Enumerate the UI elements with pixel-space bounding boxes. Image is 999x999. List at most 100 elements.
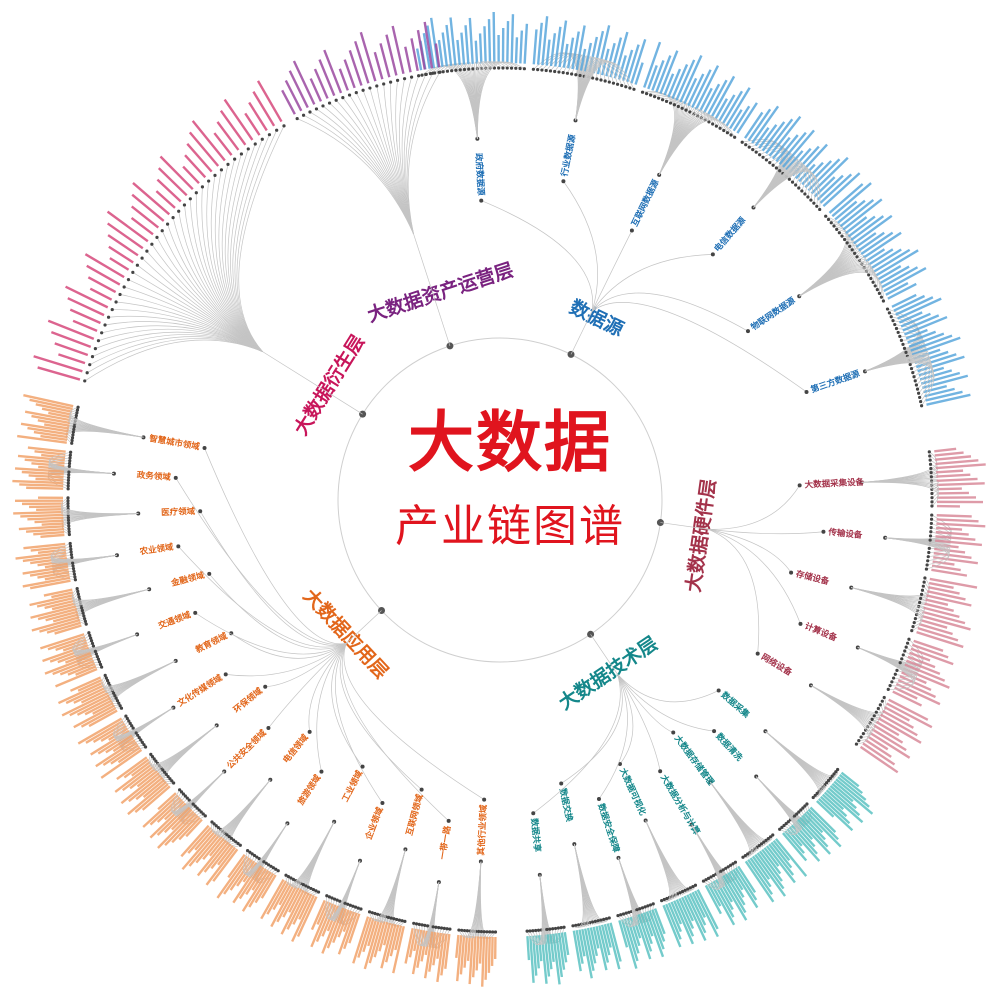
branch-label: 数据共享 — [528, 818, 543, 853]
leaf-label-mark — [17, 454, 65, 462]
leaf-node — [226, 162, 230, 166]
leaf-node — [919, 592, 924, 596]
leaf-link — [810, 685, 869, 745]
leaf-node — [68, 541, 72, 546]
leaf-label-mark — [729, 870, 744, 891]
leaf-label-mark — [902, 667, 950, 689]
branch-label: 教育领域 — [193, 630, 230, 656]
leaf-label-mark — [58, 353, 86, 365]
leaf-label-mark — [77, 678, 103, 692]
leaf-label-mark — [227, 853, 246, 879]
leaf-node — [457, 928, 461, 932]
inner-ring — [337, 337, 663, 663]
leaf-node — [861, 732, 865, 736]
leaf-label-mark — [73, 686, 106, 704]
branch-0-1: 行业数据源 — [531, 16, 647, 312]
leaf-label-mark — [478, 936, 483, 964]
leaf-label-mark — [687, 73, 705, 107]
leaf-node — [67, 473, 71, 477]
leaf-label-mark — [30, 605, 77, 619]
leaf-link — [108, 660, 176, 700]
layer-3: 大数据应用层其他行业领域一带一路互联网领域企业领域工业领域旅游领域电信领域公共安… — [12, 394, 498, 987]
leaf-label-mark — [108, 245, 134, 264]
leaf-node — [66, 481, 70, 485]
leaf-node — [142, 743, 146, 747]
leaf-label-mark — [380, 923, 394, 969]
leaf-node — [181, 792, 186, 796]
leaf-label-mark — [205, 846, 236, 886]
leaf-node — [68, 544, 73, 548]
leaf-label-mark — [348, 913, 361, 944]
leaf-node — [100, 331, 104, 335]
leaf-label-mark — [834, 200, 858, 221]
leaf-node — [836, 767, 840, 772]
leaf-node — [604, 917, 609, 921]
leaf-node — [122, 285, 126, 289]
leaf-link — [61, 500, 139, 515]
leaf-link — [861, 481, 939, 498]
leaf-node — [96, 657, 101, 661]
layer-link — [346, 610, 382, 644]
leaf-node — [531, 67, 535, 71]
leaf-label-mark — [22, 554, 67, 563]
leaf-node — [840, 234, 844, 238]
leaf-label-mark — [416, 930, 426, 968]
leaf-label-mark — [532, 29, 538, 65]
leaf-label-mark — [871, 728, 907, 752]
branch-2-7: 数据共享 — [525, 673, 621, 985]
leaf-label-mark — [21, 470, 64, 476]
branch-label: 电信数据源 — [712, 215, 748, 255]
leaf-label-mark — [141, 785, 171, 811]
leaf-node — [787, 177, 791, 181]
leaf-label-mark — [885, 282, 909, 296]
leaf-node — [113, 694, 117, 698]
leaf-link — [288, 821, 335, 886]
branch-link — [561, 673, 623, 784]
leaf-label-mark — [936, 514, 972, 518]
leaf-label-mark — [188, 832, 219, 867]
leaf-node — [246, 147, 250, 151]
leaf-node — [100, 665, 104, 669]
leaf-node — [881, 299, 886, 303]
leaf-link — [211, 779, 271, 833]
leaf-label-mark — [26, 486, 64, 490]
leaf-link — [110, 660, 176, 704]
branch-node — [745, 329, 750, 334]
leaf-node — [824, 214, 828, 218]
leaf-node — [75, 411, 79, 415]
leaf-label-mark — [785, 150, 804, 171]
leaf-label-mark — [683, 77, 698, 105]
leaf-node — [402, 77, 407, 81]
leaf-link — [307, 821, 335, 896]
leaf-label-mark — [354, 40, 370, 84]
branch-node — [479, 198, 484, 203]
branch-label: 数据安全保障 — [595, 802, 622, 854]
leaf-label-mark — [667, 902, 682, 933]
leaf-label-mark — [900, 312, 931, 328]
leaf-node — [913, 617, 917, 621]
branch-label: 互联网数据源 — [629, 177, 662, 228]
leaf-link — [297, 118, 414, 234]
leaf-label-mark — [132, 182, 171, 216]
leaf-link — [755, 776, 799, 834]
branch-node — [797, 483, 802, 488]
leaf-node — [74, 413, 78, 418]
leaf-node — [395, 78, 400, 82]
leaf-label-mark — [45, 610, 78, 622]
branch-link — [341, 643, 449, 822]
leaf-node — [83, 619, 88, 623]
leaf-label-mark — [136, 769, 158, 788]
leaf-link — [477, 61, 512, 139]
leaf-label-mark — [691, 69, 712, 109]
leaf-label-mark — [186, 143, 213, 173]
leaf-label-mark — [52, 657, 94, 676]
leaf-label-mark — [640, 913, 653, 945]
leaf-node — [171, 216, 175, 220]
leaf-label-mark — [805, 810, 842, 848]
branch-label: 传输设备 — [827, 527, 863, 541]
leaf-label-mark — [721, 90, 744, 125]
leaf-label-mark — [51, 591, 74, 599]
leaf-node — [926, 559, 930, 563]
leaf-link — [480, 861, 496, 939]
branch-link — [231, 633, 347, 659]
